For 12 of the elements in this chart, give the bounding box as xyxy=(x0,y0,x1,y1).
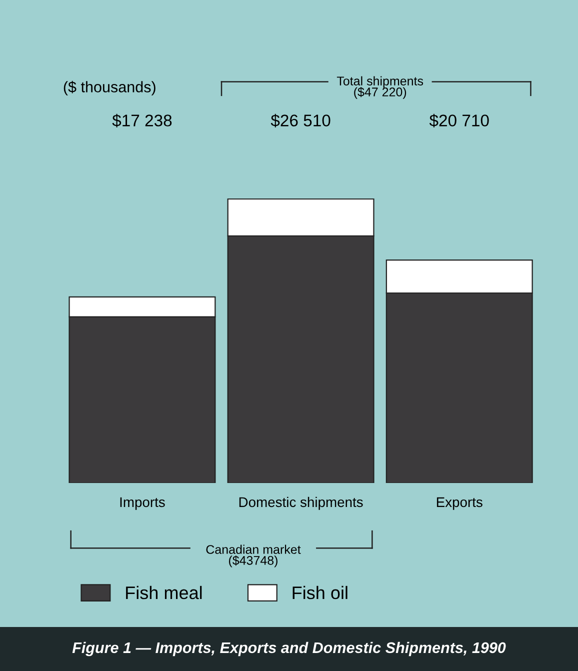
x-tick-label: Exports xyxy=(436,497,482,510)
text: Total shipments ($47 220) xyxy=(336,76,424,99)
text: Figure 1 — Imports, Exports and Domestic Shipments, 1990 xyxy=(72,642,506,656)
legend-label: Fish meal xyxy=(126,586,202,600)
text: $17 238 xyxy=(112,114,172,128)
text: $26 510 xyxy=(270,114,330,128)
legend-label: Fish oil xyxy=(292,586,348,600)
x-tick-label: Imports xyxy=(120,497,165,510)
text: Canadian market ($43748) xyxy=(206,544,301,568)
text: $20 710 xyxy=(429,114,489,128)
text: ($ thousands) xyxy=(64,80,156,96)
x-tick-label: Domestic shipments xyxy=(239,496,363,510)
